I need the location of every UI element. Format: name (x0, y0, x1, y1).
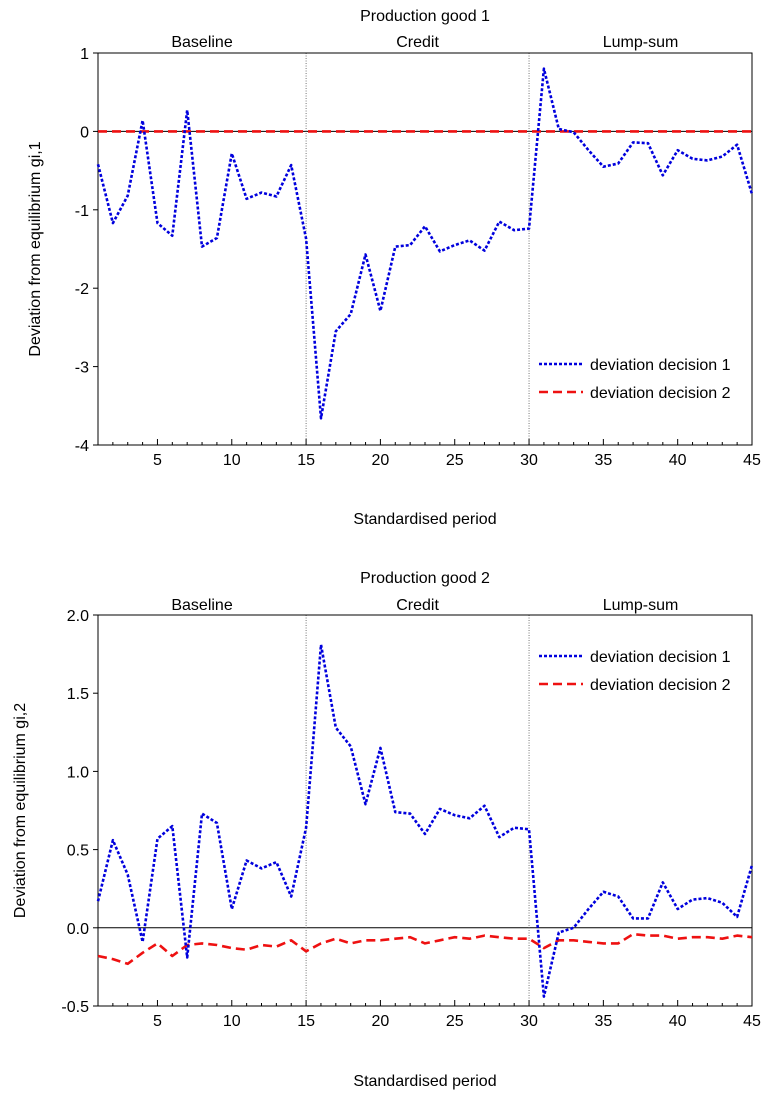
x-tick-label: 40 (669, 1013, 687, 1030)
y-tick-label: -0.5 (61, 999, 89, 1016)
y-axis-label: Deviation from equilibrium gi,2 (12, 703, 29, 918)
x-tick-label: 30 (520, 1013, 538, 1030)
x-tick-label: 25 (446, 1013, 464, 1030)
series-line-1 (96, 67, 754, 420)
y-tick-label: 1 (80, 46, 89, 63)
chart-panel-1: Production good 1 Baseline Credit Lump-sum 1… (27, 8, 761, 528)
section-label: Credit (396, 597, 439, 614)
section-label: Lump-sum (603, 34, 679, 51)
y-tick-label: 1.0 (67, 764, 89, 781)
x-tick-label: 10 (223, 1013, 241, 1030)
y-tick-label: -4 (75, 438, 89, 455)
y-tick-label: -3 (75, 360, 89, 377)
y-axis-label: Deviation from equilibrium gi,1 (27, 141, 44, 356)
x-tick-label: 35 (594, 452, 612, 469)
x-tick-label: 5 (153, 452, 162, 469)
section-label: Lump-sum (603, 597, 679, 614)
y-tick-label: 0.0 (67, 921, 89, 938)
series-line-1 (96, 643, 754, 998)
x-tick-label: 45 (743, 1013, 761, 1030)
section-label: Baseline (171, 597, 232, 614)
x-tick-label: 25 (446, 452, 464, 469)
plot-frame (97, 614, 753, 1007)
legend-label: deviation decision 1 (590, 649, 731, 666)
section-label: Baseline (171, 34, 232, 51)
y-tick-label: 2.0 (67, 608, 89, 625)
y-tick-label: -1 (75, 203, 89, 220)
x-tick-label: 35 (594, 1013, 612, 1030)
x-tick-label: 5 (153, 1013, 162, 1030)
legend-label: deviation decision 2 (590, 385, 731, 402)
x-tick-label: 20 (372, 1013, 390, 1030)
section-label: Credit (396, 34, 439, 51)
y-tick-label: 1.5 (67, 686, 89, 703)
x-axis-label: Standardised period (353, 511, 496, 528)
chart-panel-2: Production good 2 Baseline Credit Lump-sum 2… (12, 570, 761, 1090)
y-tick-label: 0 (80, 124, 89, 141)
x-tick-label: 15 (297, 1013, 315, 1030)
x-tick-label: 40 (669, 452, 687, 469)
x-axis-label: Standardised period (353, 1073, 496, 1090)
x-tick-label: 10 (223, 452, 241, 469)
x-tick-label: 20 (372, 452, 390, 469)
legend-label: deviation decision 2 (590, 677, 731, 694)
x-tick-label: 45 (743, 452, 761, 469)
chart-title: Production good 2 (360, 570, 490, 587)
legend-label: deviation decision 1 (590, 357, 731, 374)
series-line-2 (97, 932, 753, 966)
x-tick-label: 15 (297, 452, 315, 469)
y-tick-label: -2 (75, 281, 89, 298)
y-tick-label: 0.5 (67, 843, 89, 860)
x-tick-label: 30 (520, 452, 538, 469)
chart-title: Production good 1 (360, 8, 490, 25)
